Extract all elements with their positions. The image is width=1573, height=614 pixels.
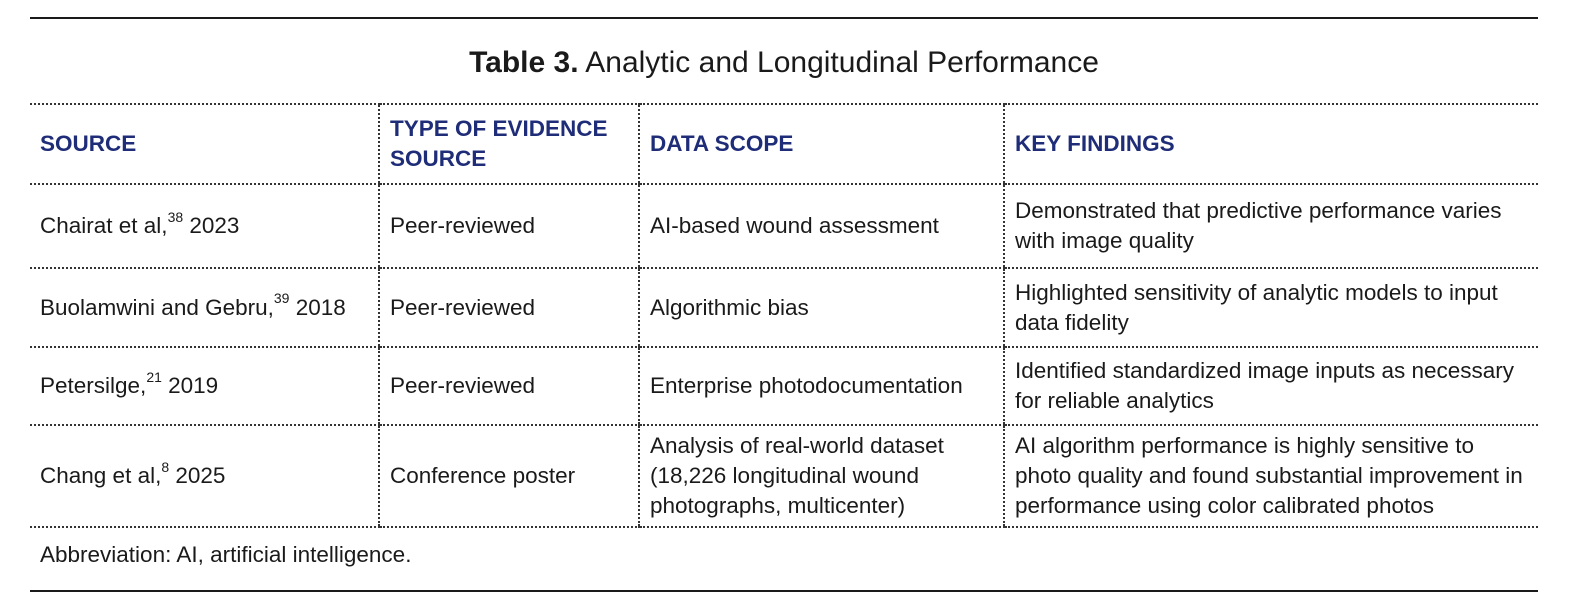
table-title-text: Analytic and Longitudinal Performance: [585, 46, 1099, 79]
source-name: Chang et al,: [40, 463, 162, 488]
top-rule: [30, 17, 1538, 19]
reference-number: 39: [273, 290, 290, 306]
cell-data-scope: AI-based wound assessment: [638, 183, 1004, 269]
header-source: SOURCE: [30, 103, 379, 185]
reference-number: 38: [167, 208, 184, 225]
source-year: 2019: [161, 373, 219, 398]
cell-evidence-type: Peer-reviewed: [378, 267, 639, 348]
table-row: Chairat et al,38 2023 Peer-reviewed AI-b…: [30, 183, 1538, 269]
source-year: 2018: [289, 294, 346, 320]
cell-key-findings: Demonstrated that predictive performance…: [1003, 183, 1538, 269]
source-name: Buolamwini and Gebru,: [40, 294, 274, 320]
cell-source: Buolamwini and Gebru,39 2018: [30, 267, 379, 348]
source-year: 2025: [169, 463, 226, 488]
table-figure: Table 3. Analytic and Longitudinal Perfo…: [30, 17, 1538, 592]
cell-data-scope: Analysis of real-world dataset (18,226 l…: [638, 424, 1004, 528]
source-name: Chairat et al,: [40, 213, 168, 238]
cell-key-findings: Highlighted sensitivity of analytic mode…: [1003, 267, 1538, 348]
cell-source: Chang et al,8 2025: [30, 424, 379, 528]
cell-source: Chairat et al,38 2023: [30, 183, 379, 269]
cell-key-findings: Identified standardized image inputs as …: [1003, 346, 1538, 426]
cell-evidence-type: Peer-reviewed: [378, 346, 639, 426]
table-title: Table 3. Analytic and Longitudinal Perfo…: [30, 43, 1538, 103]
evidence-table: SOURCE TYPE OF EVIDENCE SOURCE DATA SCOP…: [30, 103, 1538, 528]
table-row: Petersilge,21 2019 Peer-reviewed Enterpr…: [30, 346, 1538, 426]
cell-key-findings: AI algorithm performance is highly sensi…: [1003, 424, 1538, 528]
source-name: Petersilge,: [40, 373, 147, 398]
cell-data-scope: Enterprise photodocumentation: [638, 346, 1004, 426]
reference-number: 21: [146, 368, 162, 385]
header-key-findings: KEY FINDINGS: [1003, 103, 1538, 185]
table-footnote: Abbreviation: AI, artificial intelligenc…: [40, 542, 412, 567]
cell-data-scope: Algorithmic bias: [638, 267, 1004, 348]
cell-evidence-type: Conference poster: [378, 424, 639, 528]
table-title-number: Table 3.: [469, 46, 579, 79]
cell-evidence-type: Peer-reviewed: [378, 183, 639, 269]
table-header-row: SOURCE TYPE OF EVIDENCE SOURCE DATA SCOP…: [30, 103, 1538, 185]
table-row: Buolamwini and Gebru,39 2018 Peer-review…: [30, 267, 1538, 348]
cell-source: Petersilge,21 2019: [30, 346, 379, 426]
bottom-rule: [30, 590, 1538, 592]
reference-number: 8: [161, 458, 170, 475]
header-data-scope: DATA SCOPE: [638, 103, 1004, 185]
header-evidence-type: TYPE OF EVIDENCE SOURCE: [378, 103, 639, 185]
source-year: 2023: [183, 213, 240, 238]
table-row: Chang et al,8 2025 Conference poster Ana…: [30, 424, 1538, 528]
